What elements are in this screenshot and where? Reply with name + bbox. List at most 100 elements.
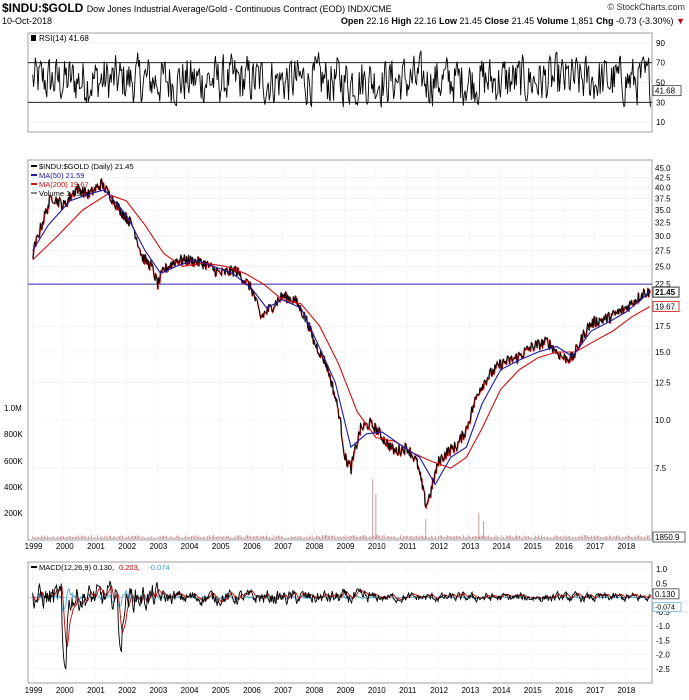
down-arrow-icon: ▼: [676, 16, 685, 26]
ma200-value-tag: [652, 301, 680, 312]
rsi-line: [32, 50, 651, 108]
close-label: Close: [484, 16, 510, 26]
macd-frame: [27, 561, 653, 684]
volume-tick-label: 800K: [4, 430, 23, 439]
macd-x-tick-label: 2009: [337, 686, 355, 695]
ohlc-summary: Open 22.16 High 22.16 Low 21.45 Close 21…: [341, 16, 685, 26]
macd-x-tick-label: 2010: [368, 686, 386, 695]
ma50-line: [32, 189, 651, 486]
price-panel: 45.042.540.0 37.5 35.0 32.5 30.0 27.5 25.0 22.5…: [4, 159, 686, 543]
macd-x-tick-label: 2015: [524, 686, 542, 695]
macd-x-tick-label: 2005: [212, 686, 230, 695]
macd-x-tick-label: 2017: [586, 686, 604, 695]
macd-tick-label: -2.5: [656, 665, 670, 674]
chart-symbol-title: $INDU:$GOLD Dow Jones Industrial Average…: [2, 1, 392, 15]
price-x-tick-label: 2014: [493, 542, 511, 551]
price-tick-label: 25.0: [655, 262, 671, 271]
price-tick-label: 15.0: [655, 348, 671, 357]
macd-tick-label: -1.0: [656, 622, 670, 631]
symbol-label: $INDU:$GOLD: [2, 1, 84, 15]
price-x-tick-label: 1999: [25, 542, 43, 551]
ma200-line: [32, 193, 651, 469]
volume-value: 1,851: [570, 16, 594, 26]
volume-tick-label: 200K: [4, 509, 23, 518]
price-x-tick-label: 2016: [555, 542, 573, 551]
price-legend-label: Volume 1,851: [39, 189, 85, 198]
macd-x-tick-label: 2003: [149, 686, 167, 695]
price-x-tick-label: 2012: [430, 542, 448, 551]
price-tick-label: 45.0: [655, 164, 671, 173]
symbol-description: Dow Jones Industrial Average/Gold - Cont…: [86, 4, 392, 14]
price-legend-label: MA(50) 21.59: [39, 171, 84, 180]
price-x-tick-label: 2003: [149, 542, 167, 551]
macd-x-tick-label: 2016: [555, 686, 573, 695]
price-x-tick-label: 2000: [56, 542, 74, 551]
macd-hist-value-label: -0.074: [655, 605, 675, 612]
macd-tick-label: 1.0: [656, 565, 668, 574]
price-tick-label: 12.5: [655, 379, 671, 388]
price-line-down: [32, 178, 651, 510]
volume-tick-label: 400K: [4, 483, 23, 492]
price-tick-label: 32.5: [655, 218, 671, 227]
price-legend-label: $INDU:$GOLD (Daily) 21.45: [39, 162, 134, 171]
price-value-tag: [652, 286, 680, 298]
close-value: 21.45: [511, 16, 535, 26]
macd-x-tick-label: 2018: [617, 686, 635, 695]
macd-x-tick-label: 2002: [118, 686, 136, 695]
volume-label: Volume: [536, 16, 569, 26]
price-x-tick-label: 2004: [181, 542, 199, 551]
price-tick-label: 27.5: [655, 246, 671, 255]
rsi-tick-label: 10: [656, 118, 665, 127]
macd-x-tick-label: 2006: [243, 686, 261, 695]
macd-legend-label: 0.203,: [119, 563, 140, 572]
price-x-tick-label: 2015: [524, 542, 542, 551]
price-x-tick-label: 2001: [87, 542, 105, 551]
macd-tick-label: 0.5: [656, 579, 668, 588]
macd-x-tick-label: 2007: [274, 686, 292, 695]
high-label: High: [391, 16, 412, 26]
volume-tick-label: 600K: [4, 457, 23, 466]
ma200-value-label: 19.67: [655, 303, 676, 312]
macd-tick-label: -0.5: [656, 608, 670, 617]
volume-value-tag: [652, 531, 686, 543]
macd-legend-label: -0.074: [148, 563, 169, 572]
macd-panel: 1.0 0.5 -0.5 -1.0 -1.5 -2.0 -2.5 0.130 -0.074 MAC…: [27, 561, 682, 684]
volume-value-label: 1850.9: [655, 533, 680, 542]
macd-tick-label: -2.0: [656, 651, 670, 660]
low-value: 21.45: [459, 16, 483, 26]
rsi-tick-label: 50: [656, 79, 665, 88]
macd-x-tick-label: 2011: [399, 686, 417, 695]
price-tick-label: 17.5: [655, 322, 671, 331]
price-value-label: 21.45: [655, 288, 676, 297]
price-x-tick-label: 2002: [118, 542, 136, 551]
price-tick-label: 30.0: [655, 232, 671, 241]
price-x-tick-label: 2013: [461, 542, 479, 551]
macd-value-tag: [652, 588, 680, 600]
price-x-tick-label: 2007: [274, 542, 292, 551]
open-value: 22.16: [366, 16, 389, 26]
chg-label: Chg: [596, 16, 614, 26]
price-tick-label: 35.0: [655, 206, 671, 215]
rsi-tick-label: 90: [656, 39, 665, 48]
rsi-value-tag: [652, 85, 682, 97]
macd-x-axis: 1999 2000 2001 2002 2003 2004 2005 2006 2007 2008…: [25, 686, 636, 695]
volume-tick-label: 1.0M: [4, 404, 22, 413]
price-tick-label: 42.5: [655, 174, 671, 183]
rsi-tick-label: 70: [656, 59, 665, 68]
price-legend-label: MA(200) 19.67: [39, 180, 89, 189]
rsi-legend-swatch: [31, 35, 36, 41]
macd-x-tick-label: 1999: [25, 686, 43, 695]
macd-x-tick-label: 2004: [181, 686, 199, 695]
macd-x-tick-label: 2008: [305, 686, 323, 695]
high-value: 22.16: [413, 16, 437, 26]
open-label: Open: [340, 16, 364, 26]
price-x-tick-label: 2011: [399, 542, 417, 551]
price-x-tick-label: 2009: [337, 542, 355, 551]
macd-legend-label: MACD(12,26,9) 0.130,: [39, 563, 114, 572]
macd-x-tick-label: 2013: [461, 686, 479, 695]
macd-x-tick-label: 2000: [56, 686, 74, 695]
price-x-tick-label: 2018: [617, 542, 635, 551]
macd-tick-label: -1.5: [656, 636, 670, 645]
price-line: [32, 177, 651, 509]
price-x-axis: 1999 2000 2001 2002 2003 2004 2005 2006 2007 2008…: [25, 542, 636, 551]
